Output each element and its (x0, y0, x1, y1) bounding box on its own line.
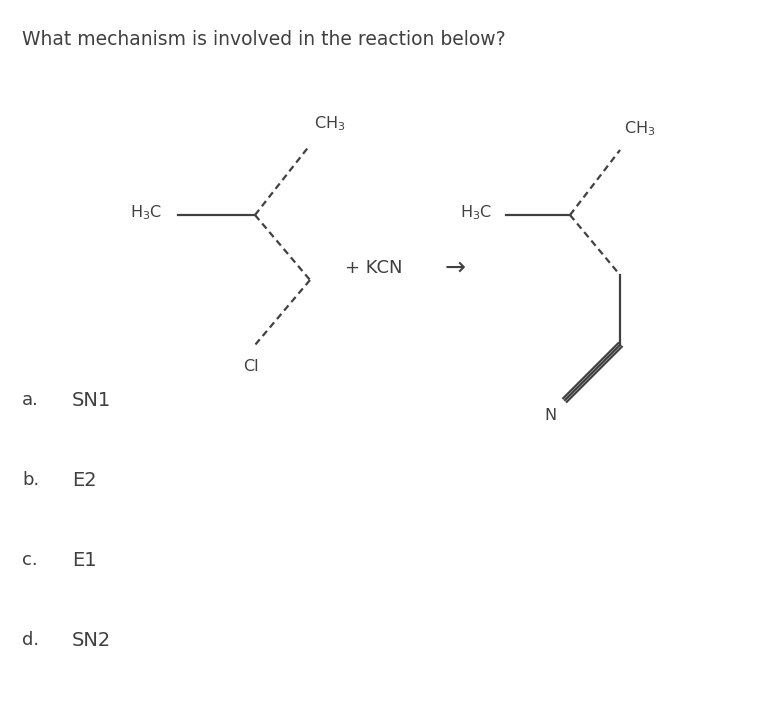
Text: →: → (445, 256, 466, 280)
Text: c.: c. (22, 551, 37, 569)
Text: SN1: SN1 (72, 391, 111, 410)
Text: SN2: SN2 (72, 630, 111, 650)
Text: CH$_3$: CH$_3$ (314, 114, 345, 133)
Text: Cl: Cl (243, 359, 259, 374)
Text: N: N (545, 408, 557, 423)
Text: b.: b. (22, 471, 39, 489)
Text: d.: d. (22, 631, 39, 649)
Text: H$_3$C: H$_3$C (460, 203, 492, 222)
Text: + KCN: + KCN (345, 259, 402, 277)
Text: a.: a. (22, 391, 39, 409)
Text: H$_3$C: H$_3$C (130, 203, 162, 222)
Text: E2: E2 (72, 471, 97, 490)
Text: What mechanism is involved in the reaction below?: What mechanism is involved in the reacti… (22, 30, 505, 49)
Text: CH$_3$: CH$_3$ (624, 119, 655, 138)
Text: E1: E1 (72, 550, 97, 570)
